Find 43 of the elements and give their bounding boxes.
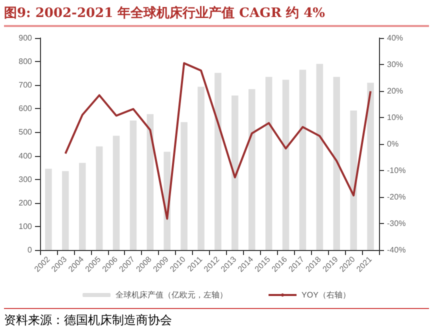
bar [198,86,204,250]
bar [180,122,188,250]
y-tick-label: 200 [18,198,33,208]
bar [316,64,324,250]
y-tick-label: 800 [18,57,33,66]
line-series [64,62,372,220]
y-tick-label: 300 [18,174,33,184]
y2-tick-label: 10% [387,113,404,122]
y-tick-label: 400 [18,151,33,160]
bar [96,146,103,250]
y-tick-label: 700 [18,80,33,90]
bar [333,76,340,250]
y2-tick-label: 20% [387,86,404,96]
y-tick-label: 0 [28,246,33,254]
y2-tick-label: -30% [387,219,406,228]
legend-label: YOY（右轴） [302,290,350,300]
bar [146,114,154,250]
bar [112,136,120,250]
y2-tick-label: -20% [387,192,406,202]
bar [350,110,357,250]
y-tick-label: 900 [18,34,33,42]
bar [130,120,137,250]
bar [232,95,238,250]
chart-title: 图9: 2002-2021 年全球机床行业产值 CAGR 约 4% [4,4,429,27]
text: 资料来源：德国机床制造商协会 [4,308,429,329]
y2-tick-label: 40% [387,34,404,42]
bar [78,162,86,250]
y2-tick-label: 30% [387,60,404,69]
y2-tick-label: -10% [387,166,406,175]
y2-tick-label: 0% [387,140,399,148]
bar [299,70,306,250]
bar [282,80,290,250]
bar [45,168,52,250]
bar [248,89,256,250]
y2-tick-label: -40% [387,246,406,254]
y-tick-label: 100 [18,222,33,231]
bar [367,82,374,250]
bar [62,171,69,250]
bar [214,72,222,250]
y-tick-label: 600 [18,104,33,114]
legend-label: 全球机床产值（亿欧元，左轴） [116,290,228,300]
y-tick-label: 500 [18,128,33,137]
bar [265,76,272,250]
